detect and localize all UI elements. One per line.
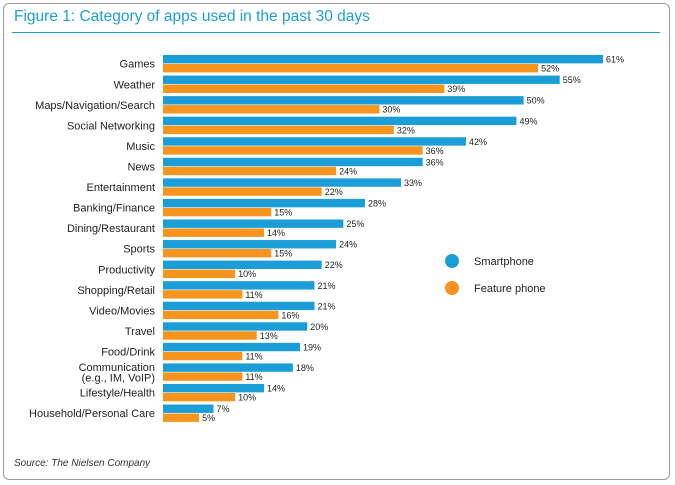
- legend-marker-feature-phone: [445, 281, 459, 295]
- category-label-household-personal-care: Household/Personal Care: [29, 408, 155, 420]
- bar-feature-phone-travel: [163, 331, 257, 340]
- category-label-entertainment: Entertainment: [87, 182, 155, 194]
- category-label-dining-restaurant: Dining/Restaurant: [67, 223, 155, 235]
- bar-smartphone-shopping-retail: [163, 281, 315, 290]
- value-label-feature-phone-food-drink: 11%: [245, 351, 262, 361]
- value-label-feature-phone-weather: 39%: [447, 84, 465, 94]
- bar-feature-phone-dining-restaurant: [163, 228, 264, 237]
- category-label-travel: Travel: [125, 326, 155, 338]
- bar-feature-phone-banking-finance: [163, 207, 272, 217]
- legend-label-feature-phone: Feature phone: [474, 283, 546, 295]
- value-label-feature-phone-travel: 13%: [260, 331, 278, 341]
- bar-feature-phone-entertainment: [163, 187, 322, 196]
- value-label-smartphone-maps-navigation-search: 50%: [527, 96, 545, 106]
- value-label-smartphone-social-networking: 49%: [519, 116, 537, 126]
- value-label-feature-phone-household-personal-care: 5%: [202, 413, 215, 423]
- bar-smartphone-travel: [163, 322, 308, 331]
- value-label-smartphone-sports: 24%: [339, 240, 357, 250]
- value-label-smartphone-productivity: 22%: [325, 260, 343, 270]
- bar-smartphone-dining-restaurant: [163, 219, 344, 228]
- category-label-banking-finance: Banking/Finance: [73, 203, 155, 215]
- value-label-smartphone-communication-e-g-im-voip: 18%: [296, 363, 314, 373]
- value-label-smartphone-food-drink: 19%: [303, 342, 321, 352]
- bar-smartphone-news: [163, 157, 423, 167]
- value-label-feature-phone-dining-restaurant: 14%: [267, 228, 285, 238]
- value-label-smartphone-dining-restaurant: 25%: [346, 219, 364, 229]
- legend-marker-smartphone: [445, 254, 459, 268]
- value-label-feature-phone-news: 24%: [339, 166, 357, 176]
- bar-smartphone-household-personal-care: [163, 404, 214, 413]
- value-label-feature-phone-maps-navigation-search: 30%: [382, 105, 400, 115]
- bar-smartphone-social-networking: [163, 116, 517, 126]
- bar-feature-phone-productivity: [163, 269, 236, 278]
- bar-smartphone-communication-e-g-im-voip: [163, 363, 293, 372]
- bar-smartphone-sports: [163, 240, 337, 249]
- value-label-smartphone-banking-finance: 28%: [368, 199, 386, 209]
- bar-smartphone-games: [163, 55, 603, 64]
- category-label-weather: Weather: [114, 79, 156, 91]
- value-label-feature-phone-lifestyle-health: 10%: [238, 393, 256, 403]
- category-label-shopping-retail: Shopping/Retail: [77, 285, 155, 297]
- value-label-feature-phone-banking-finance: 15%: [274, 208, 292, 218]
- value-label-feature-phone-entertainment: 22%: [325, 187, 343, 197]
- category-label-music: Music: [126, 141, 155, 153]
- bar-smartphone-weather: [163, 75, 560, 84]
- value-label-smartphone-games: 61%: [606, 55, 624, 65]
- value-label-smartphone-shopping-retail: 21%: [317, 281, 335, 291]
- category-label-social-networking: Social Networking: [67, 120, 155, 132]
- chart-title: Figure 1: Category of apps used in the p…: [14, 8, 370, 25]
- legend: Smartphone Feature phone: [445, 254, 546, 295]
- category-label-video-movies: Video/Movies: [89, 305, 155, 317]
- bar-feature-phone-weather: [163, 84, 445, 93]
- category-label-sports: Sports: [123, 244, 155, 256]
- value-label-smartphone-music: 42%: [469, 137, 487, 147]
- value-label-feature-phone-communication-e-g-im-voip: 11%: [245, 372, 262, 382]
- category-label-food-drink: Food/Drink: [101, 347, 155, 359]
- bar-feature-phone-social-networking: [163, 125, 394, 135]
- bar-smartphone-food-drink: [163, 342, 301, 352]
- value-label-smartphone-travel: 20%: [310, 322, 328, 332]
- bar-smartphone-maps-navigation-search: [163, 96, 524, 105]
- category-label-maps-navigation-search: Maps/Navigation/Search: [35, 100, 155, 112]
- value-label-smartphone-household-personal-care: 7%: [216, 404, 229, 414]
- bar-feature-phone-news: [163, 166, 337, 176]
- legend-label-smartphone: Smartphone: [474, 256, 534, 268]
- title-rule: [12, 32, 660, 33]
- value-label-smartphone-lifestyle-health: 14%: [267, 384, 285, 394]
- bar-smartphone-video-movies: [163, 301, 315, 311]
- bar-smartphone-entertainment: [163, 178, 402, 187]
- value-label-feature-phone-social-networking: 32%: [397, 125, 415, 135]
- bar-feature-phone-video-movies: [163, 310, 279, 320]
- category-label-productivity: Productivity: [98, 264, 155, 276]
- bar-smartphone-music: [163, 137, 466, 146]
- category-label-news: News: [127, 162, 155, 174]
- value-label-smartphone-video-movies: 21%: [317, 301, 335, 311]
- bar-feature-phone-sports: [163, 249, 272, 258]
- bar-feature-phone-shopping-retail: [163, 290, 243, 299]
- bar-feature-phone-games: [163, 64, 539, 73]
- bar-feature-phone-lifestyle-health: [163, 392, 236, 402]
- bar-smartphone-banking-finance: [163, 198, 365, 208]
- bar-smartphone-productivity: [163, 260, 322, 269]
- value-label-feature-phone-sports: 15%: [274, 249, 292, 259]
- category-label-games: Games: [120, 59, 156, 71]
- bar-feature-phone-music: [163, 146, 423, 155]
- bar-feature-phone-maps-navigation-search: [163, 105, 380, 114]
- category-label-communication-e-g-im-voip: Communication (e.g., IM, VoIP): [79, 362, 155, 385]
- bar-feature-phone-food-drink: [163, 351, 243, 361]
- value-label-smartphone-news: 36%: [426, 157, 444, 167]
- value-label-feature-phone-shopping-retail: 11%: [245, 290, 262, 300]
- category-label-lifestyle-health: Lifestyle/Health: [80, 388, 155, 400]
- value-label-feature-phone-video-movies: 16%: [281, 310, 299, 320]
- bar-feature-phone-household-personal-care: [163, 413, 200, 422]
- source-note: Source: The Nielsen Company: [14, 458, 151, 469]
- value-label-feature-phone-games: 52%: [541, 64, 559, 74]
- value-label-smartphone-entertainment: 33%: [404, 178, 422, 188]
- bar-feature-phone-communication-e-g-im-voip: [163, 372, 243, 381]
- value-label-feature-phone-productivity: 10%: [238, 269, 256, 279]
- value-label-feature-phone-music: 36%: [426, 146, 444, 156]
- bar-smartphone-lifestyle-health: [163, 383, 264, 393]
- value-label-smartphone-weather: 55%: [563, 75, 581, 85]
